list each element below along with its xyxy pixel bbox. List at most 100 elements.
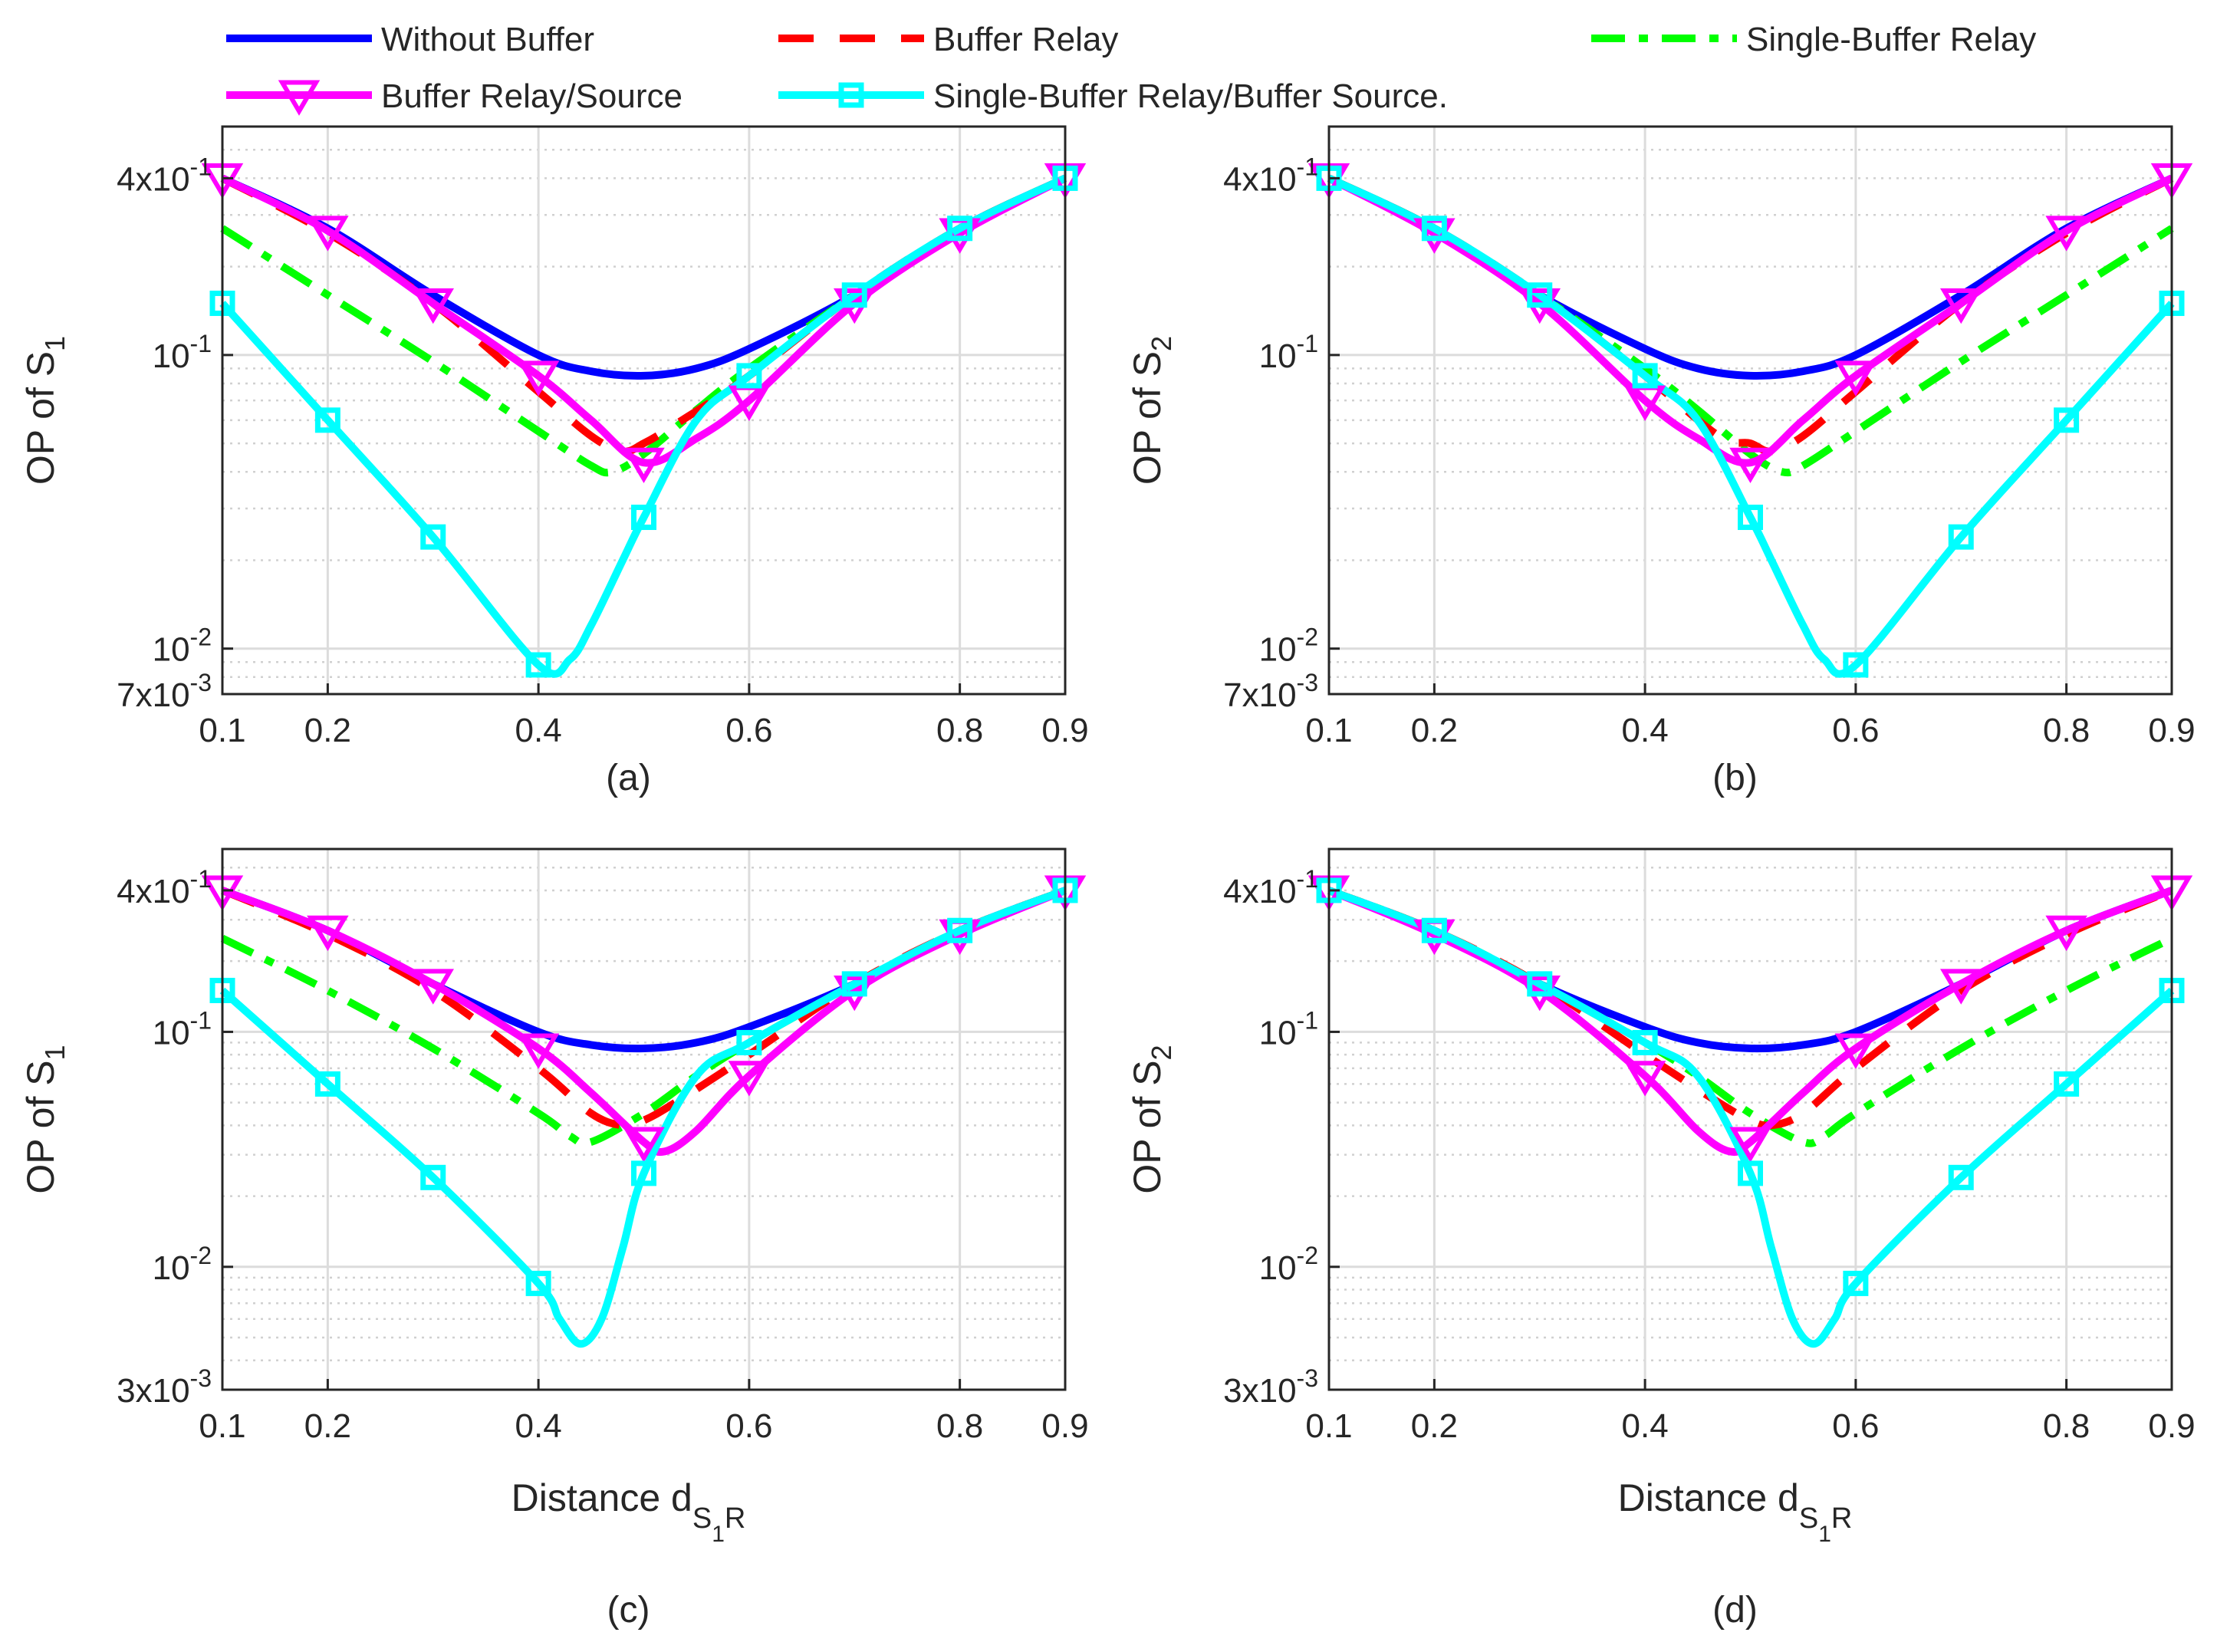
x-tick-label: 0.6: [725, 712, 772, 749]
marker-sbrbs: [420, 1164, 446, 1190]
marker-brs: [1729, 447, 1771, 484]
axes-box: [221, 847, 1067, 1391]
subplot-caption: (a): [606, 758, 651, 798]
x-tick-label: 0.9: [1041, 1407, 1088, 1445]
axes-box: [221, 125, 1067, 696]
x-axis-label: Distance dS1R: [511, 1476, 746, 1547]
plot-area: [222, 849, 1065, 1390]
marker-brs: [1940, 288, 1982, 324]
marker-sbrbs: [1421, 216, 1447, 242]
marker-brs: [307, 216, 349, 252]
marker-sbrbs: [631, 505, 656, 531]
legend-marker-brs: [278, 80, 321, 116]
x-tick-label: 0.9: [2148, 1407, 2195, 1445]
axes-box: [1327, 125, 2173, 696]
marker-brs: [1623, 1061, 1666, 1097]
marker-brs: [2045, 915, 2087, 952]
x-axis-label: Distance dS1R: [1618, 1476, 1853, 1547]
legend: Without Buffer Buffer Relay Single-Buffer …: [226, 21, 2036, 116]
x-tick-label: 0.2: [304, 1407, 351, 1445]
x-tick-label: 0.1: [199, 1407, 245, 1445]
x-tick-label: 0.2: [1411, 712, 1458, 749]
marker-sbrbs: [1421, 917, 1447, 943]
x-tick-label: 0.6: [1832, 1407, 1879, 1445]
y-tick-label: 10-1: [153, 1006, 212, 1051]
y-tick-label: 7x10-3: [1223, 669, 1318, 714]
x-tick-label: 0.9: [2148, 712, 2195, 749]
y-tick-label: 10-2: [153, 1242, 212, 1287]
plot-area: [1329, 849, 2172, 1390]
x-tick-label: 0.8: [936, 712, 983, 749]
marker-sbrbs: [631, 1160, 656, 1186]
marker-sbrbs: [947, 216, 973, 242]
legend-label-br: Buffer Relay: [933, 21, 1118, 58]
marker-sbrbs: [420, 524, 446, 550]
x-tick-label: 0.1: [1305, 712, 1352, 749]
x-tick-label: 0.4: [1622, 712, 1669, 749]
marker-brs: [1729, 1127, 1771, 1163]
marker-brs: [412, 288, 454, 324]
y-axis-label: OP of S2: [1126, 336, 1177, 485]
subplot-c: 4x10-1 10-1 10-2 3x10-30.1 0.2 0.4 0.6 0.8 0.9 OP…: [19, 847, 1089, 1631]
marker-brs: [517, 1033, 560, 1069]
x-tick-label: 0.1: [1305, 1407, 1352, 1445]
x-tick-label: 0.8: [936, 1407, 983, 1445]
y-tick-label: 10-1: [153, 330, 212, 375]
x-tick-label: 0.2: [1411, 1407, 1458, 1445]
series-line-br: [221, 887, 1067, 1130]
y-axis-label: OP of S2: [1126, 1045, 1177, 1193]
marker-sbrbs: [1632, 1029, 1658, 1055]
y-axis-label: OP of S1: [19, 1045, 71, 1193]
marker-brs: [1940, 969, 1982, 1005]
marker-brs: [2045, 216, 2087, 252]
marker-sbrbs: [1948, 1164, 1974, 1190]
marker-sbrbs: [2054, 1071, 2080, 1097]
legend-label-sbrbs: Single-Buffer Relay/Buffer Source.: [933, 77, 1448, 115]
marker-sbrbs: [841, 971, 867, 997]
series-line-sbr: [220, 887, 1067, 1147]
marker-sbrbs: [736, 1029, 762, 1055]
y-tick-label: 10-2: [153, 624, 212, 669]
y-tick-label: 10-1: [1259, 330, 1318, 375]
y-tick-label: 3x10-3: [117, 1364, 212, 1410]
marker-sbrbs: [1632, 363, 1658, 389]
marker-sbrbs: [2054, 407, 2080, 433]
legend-marker-sbrbs: [838, 82, 864, 108]
subplot-d: 4x10-1 10-1 10-2 3x10-30.1 0.2 0.4 0.6 0.8 0.9 OP…: [1126, 847, 2196, 1631]
legend-label-sbr: Single-Buffer Relay: [1746, 21, 2036, 58]
x-tick-label: 0.9: [1041, 712, 1088, 749]
axes-box: [1327, 847, 2173, 1391]
y-tick-label: 4x10-1: [117, 153, 212, 198]
marker-sbrbs: [736, 363, 762, 389]
y-tick-label: 10-2: [1259, 624, 1318, 669]
marker-sbrbs: [1843, 1270, 1869, 1296]
marker-sbrbs: [1738, 1160, 1763, 1186]
marker-brs: [728, 1061, 771, 1097]
marker-sbrbs: [525, 652, 551, 678]
marker-sbrbs: [1843, 652, 1869, 678]
series-line-brs: [1327, 174, 2174, 467]
y-tick-label: 7x10-3: [117, 669, 212, 714]
x-tick-label: 0.8: [2043, 712, 2090, 749]
x-tick-label: 0.6: [1832, 712, 1879, 749]
plot-area: [222, 127, 1065, 694]
y-tick-label: 10-1: [1259, 1006, 1318, 1051]
marker-sbrbs: [525, 1270, 551, 1296]
y-tick-label: 4x10-1: [117, 865, 212, 910]
marker-brs: [517, 360, 560, 397]
x-tick-label: 0.4: [515, 1407, 562, 1445]
x-tick-label: 0.4: [515, 712, 562, 749]
marker-sbrbs: [1527, 971, 1553, 997]
y-tick-label: 4x10-1: [1223, 865, 1318, 910]
marker-sbrbs: [947, 917, 973, 943]
legend-label-brs: Buffer Relay/Source: [381, 77, 683, 115]
marker-sbrbs: [1738, 505, 1763, 531]
marker-brs: [1834, 1033, 1877, 1069]
y-tick-label: 4x10-1: [1223, 153, 1318, 198]
series-line-brs: [220, 174, 1067, 467]
subplot-caption: (c): [607, 1590, 650, 1631]
marker-brs: [1834, 360, 1877, 397]
